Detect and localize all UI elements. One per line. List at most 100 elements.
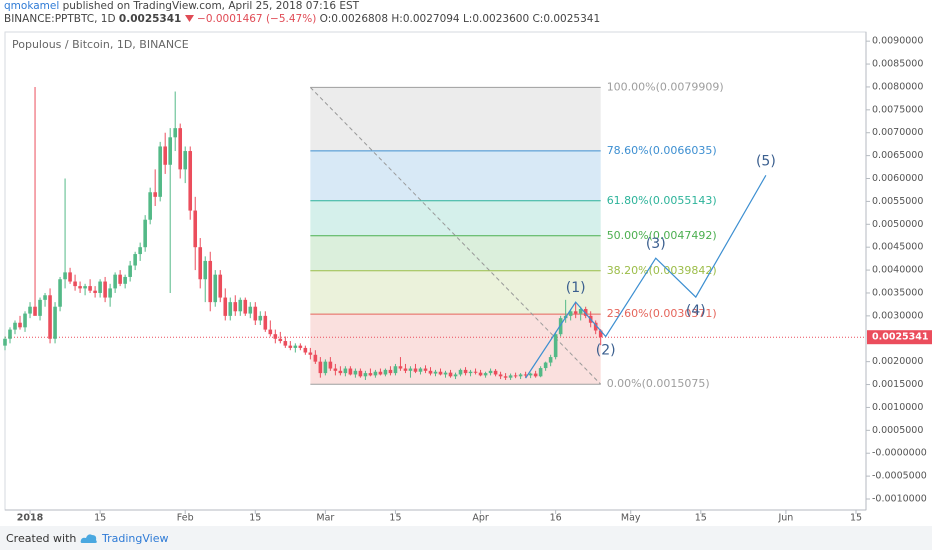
chart: Populous / Bitcoin, 1D, BINANCE 0.009000… [3, 31, 932, 524]
candle-body [388, 369, 393, 374]
candle-body [78, 286, 82, 289]
candle-body [153, 192, 157, 197]
y-tick-label: 0.0070000 [872, 127, 923, 138]
candle-body [288, 345, 293, 348]
candle-body [533, 373, 538, 377]
candle-body [483, 373, 488, 376]
fib-label: 38.20%(0.0039842) [607, 264, 717, 277]
candle-body [338, 370, 343, 374]
candle-body [198, 247, 203, 280]
candle-body [138, 247, 142, 255]
candle-body [413, 368, 418, 372]
candle-body [258, 315, 263, 321]
candle-body [278, 338, 283, 342]
candle-body [268, 329, 273, 335]
candle-body [378, 371, 383, 375]
candle-body [293, 345, 298, 348]
candle-body [443, 372, 448, 375]
y-tick-label: -0.0005000 [872, 471, 927, 482]
candle-body [423, 368, 428, 371]
candle-body [23, 313, 27, 328]
x-tick-label: Apr [472, 513, 489, 524]
candle-body [513, 375, 518, 377]
y-tick-label: 0.0020000 [872, 356, 923, 367]
candle-body [368, 373, 373, 376]
candle-body [103, 281, 107, 298]
candle-body [438, 371, 443, 375]
candle-body [58, 279, 62, 307]
y-tick-label: -0.0010000 [872, 494, 927, 505]
y-tick-label: 0.0060000 [872, 173, 923, 184]
candle-body [43, 295, 47, 300]
candle-body [73, 281, 77, 287]
candle-body [553, 334, 558, 358]
candle-body [18, 322, 22, 328]
candle-body [583, 309, 588, 316]
x-tick-label: 2018 [17, 513, 44, 524]
change: −0.0001467 (−5.47%) [197, 13, 317, 25]
x-tick-label: 15 [249, 513, 261, 524]
y-tick-label: 0.0045000 [872, 242, 923, 253]
candle-body [8, 329, 12, 339]
candle-body [343, 368, 348, 374]
candle-body [348, 368, 353, 375]
candle-body [233, 302, 238, 312]
author[interactable]: qmokamel [4, 0, 60, 12]
candle-body [213, 274, 218, 303]
brand[interactable]: TradingView [102, 532, 169, 545]
candle-body [353, 370, 358, 375]
fib-label: 50.00%(0.0047492) [607, 229, 717, 242]
y-tick-label: 0.0015000 [872, 379, 923, 390]
candle-body [313, 354, 318, 362]
candle-body [273, 334, 278, 339]
x-tick-label: 16 [550, 513, 562, 524]
candle-body [163, 146, 167, 165]
candle-body [238, 299, 243, 312]
candle-body [133, 254, 137, 266]
candle-body [223, 297, 228, 316]
candle-body [13, 322, 17, 330]
fib-label: 61.80%(0.0055143) [607, 194, 717, 207]
fib-trend [309, 87, 602, 385]
candle-body [323, 361, 328, 374]
x-tick-label: 15 [850, 513, 862, 524]
fib-zone [310, 200, 601, 236]
candle-body [203, 260, 208, 280]
candle-body [128, 265, 132, 277]
y-tick-label: 0.0050000 [872, 219, 923, 230]
candle-body [568, 311, 573, 316]
candle-body [373, 371, 378, 376]
candle-body [53, 306, 57, 339]
y-tick-label: 0.0040000 [872, 265, 923, 276]
candle-body [398, 366, 403, 369]
candle-body [228, 302, 233, 316]
x-tick-label: Mar [316, 513, 334, 524]
down-arrow [184, 15, 194, 22]
x-tick-label: Jun [777, 513, 793, 524]
candle-body [178, 128, 183, 170]
wave-label: (5) [756, 153, 776, 169]
fib-label: 23.60%(0.0030371) [607, 307, 717, 320]
price: 0.0025341 [118, 13, 182, 25]
y-tick-label: 0.0005000 [872, 425, 923, 436]
published: published on TradingView.com, April 25, … [62, 0, 360, 12]
candle-body [108, 288, 112, 298]
y-tick-label: 0.0075000 [872, 104, 923, 115]
candle-body [208, 260, 213, 303]
y-tick-label: 0.0035000 [872, 287, 923, 298]
logo[interactable] [80, 532, 98, 544]
price-tag [867, 330, 932, 345]
ohlc: C:0.0025341 [532, 13, 601, 25]
candle-body [528, 373, 533, 376]
candle-body [458, 369, 463, 375]
candle-body [283, 341, 288, 346]
candle-body [593, 322, 598, 331]
candle-body [318, 361, 323, 374]
chart-title: Populous / Bitcoin, 1D, BINANCE [12, 38, 189, 51]
candle-body [468, 371, 473, 374]
ohlc: L:0.0023600 [462, 13, 530, 25]
candle-body [88, 286, 92, 291]
y-tick-label: 0.0065000 [872, 150, 923, 161]
candle-body [83, 286, 87, 289]
candle-body [403, 368, 408, 371]
